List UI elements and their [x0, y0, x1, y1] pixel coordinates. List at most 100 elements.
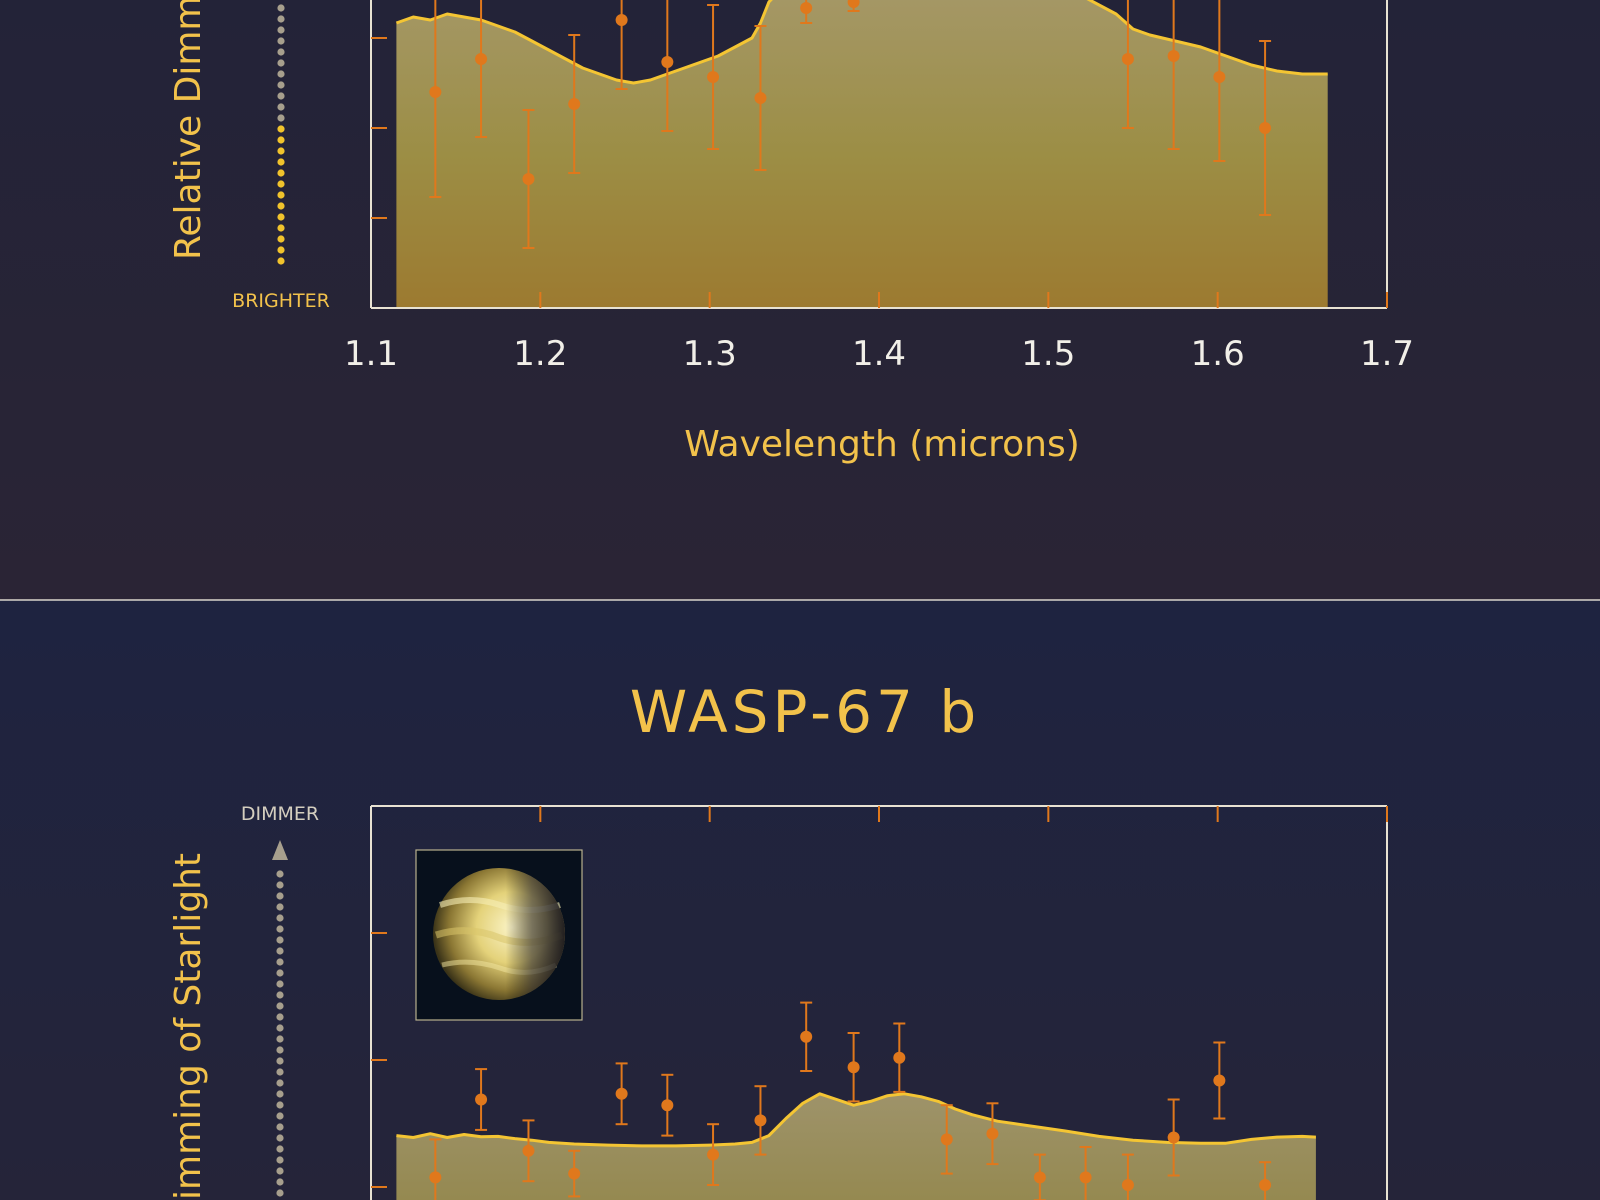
arrow-dot — [277, 246, 285, 254]
arrow-dot — [277, 15, 285, 23]
arrow-dot — [276, 936, 284, 944]
arrow-dot — [276, 1068, 284, 1076]
bottom-data-point — [568, 1149, 581, 1198]
arrow-dot — [277, 92, 285, 100]
arrow-dot — [276, 925, 284, 933]
arrow-dot — [276, 958, 284, 966]
arrow-dot — [277, 48, 285, 56]
arrow-dot — [276, 1024, 284, 1032]
x-tick-label: 1.2 — [513, 334, 567, 374]
top-y-axis-label: Relative Dimm — [168, 0, 209, 260]
arrow-dot — [276, 892, 284, 900]
bottom-data-point — [615, 1062, 628, 1126]
bottom-data-point — [522, 1119, 535, 1183]
arrow-dot — [276, 980, 284, 988]
arrow-dot — [276, 1046, 284, 1054]
arrow-dot — [277, 147, 285, 155]
bottom-dimmer-dotted-arrow — [276, 870, 284, 1197]
dimmer-label: DIMMER — [241, 803, 319, 825]
x-tick-label: 1.3 — [683, 334, 737, 374]
top-model-line — [395, 0, 1328, 85]
planet-illustration — [415, 849, 583, 1021]
top-data-point — [522, 109, 535, 249]
arrow-dot — [277, 37, 285, 45]
arrow-dot — [276, 991, 284, 999]
top-data-point — [615, 0, 628, 90]
top-spectrum-plot — [370, 0, 1388, 309]
arrow-dot — [276, 1057, 284, 1065]
arrow-dot — [277, 169, 285, 177]
bottom-data-point — [707, 1123, 720, 1186]
arrow-dot — [277, 26, 285, 34]
bottom-data-point — [1033, 1153, 1046, 1200]
arrow-dot — [276, 1112, 284, 1120]
top-data-point — [1259, 40, 1272, 216]
arrow-dot — [277, 180, 285, 188]
arrow-dot — [276, 947, 284, 955]
top-data-point — [568, 34, 581, 174]
arrow-dot — [276, 1134, 284, 1142]
bottom-data-point — [1259, 1161, 1272, 1200]
bottom-data-point — [475, 1068, 488, 1131]
arrow-dot — [276, 1013, 284, 1021]
arrow-dot — [276, 881, 284, 889]
bottom-model-line — [396, 1092, 1316, 1148]
arrow-dot — [276, 1156, 284, 1164]
bottom-panel-background — [0, 600, 1600, 1200]
arrow-dot — [276, 914, 284, 922]
bottom-data-point — [1079, 1146, 1092, 1200]
top-data-point — [707, 4, 720, 150]
arrow-dot — [276, 1167, 284, 1175]
arrow-dot — [277, 158, 285, 166]
bottom-data-point — [800, 1001, 813, 1072]
x-tick-label: 1.4 — [852, 334, 906, 374]
arrow-dot — [277, 114, 285, 122]
x-tick-label: 1.5 — [1021, 334, 1075, 374]
planet-title: WASP-67 b — [630, 678, 980, 746]
bottom-data-point — [754, 1085, 767, 1156]
arrow-dot — [277, 191, 285, 199]
bottom-data-point — [1213, 1041, 1226, 1120]
arrow-dot — [276, 1189, 284, 1197]
arrow-dot — [277, 125, 285, 133]
arrow-dot — [277, 202, 285, 210]
top-data-point — [661, 0, 674, 132]
x-tick-label: 1.6 — [1191, 334, 1245, 374]
arrow-dot — [277, 4, 285, 12]
arrow-dot — [277, 235, 285, 243]
arrow-dot — [276, 969, 284, 977]
arrow-dot — [277, 81, 285, 89]
bottom-data-point — [429, 1138, 442, 1200]
arrow-dot — [277, 136, 285, 144]
arrow-dot — [277, 103, 285, 111]
top-data-point — [429, 0, 442, 198]
brighter-label: BRIGHTER — [232, 290, 330, 312]
bottom-data-point — [1121, 1153, 1134, 1200]
bottom-data-point — [986, 1102, 999, 1166]
arrow-dot — [276, 1002, 284, 1010]
arrow-dot — [276, 1178, 284, 1186]
arrow-dot — [276, 1090, 284, 1098]
arrow-dot — [276, 1123, 284, 1131]
bottom-data-point — [893, 1022, 906, 1093]
bottom-data-point — [661, 1073, 674, 1137]
arrow-dot — [276, 1035, 284, 1043]
bottom-data-point — [847, 1032, 860, 1103]
top-model-area — [396, 0, 1328, 308]
arrow-dot — [277, 59, 285, 67]
top-x-tick-labels: 1.1 1.2 1.3 1.4 1.5 1.6 1.7 — [344, 334, 1414, 374]
bottom-y-axis-label: imming of Starlight — [168, 853, 209, 1200]
top-data-point — [1167, 0, 1180, 150]
bottom-spectrum-plot — [370, 805, 1388, 1200]
top-data-point — [800, 0, 813, 24]
top-data-point — [1213, 0, 1226, 162]
top-data-point — [475, 0, 488, 138]
arrow-dot — [276, 1079, 284, 1087]
top-data-point — [754, 25, 767, 171]
arrow-dot — [277, 224, 285, 232]
arrow-dot — [276, 903, 284, 911]
x-tick-label: 1.7 — [1360, 334, 1414, 374]
arrow-dot — [277, 70, 285, 78]
bottom-data-point — [1167, 1098, 1180, 1177]
